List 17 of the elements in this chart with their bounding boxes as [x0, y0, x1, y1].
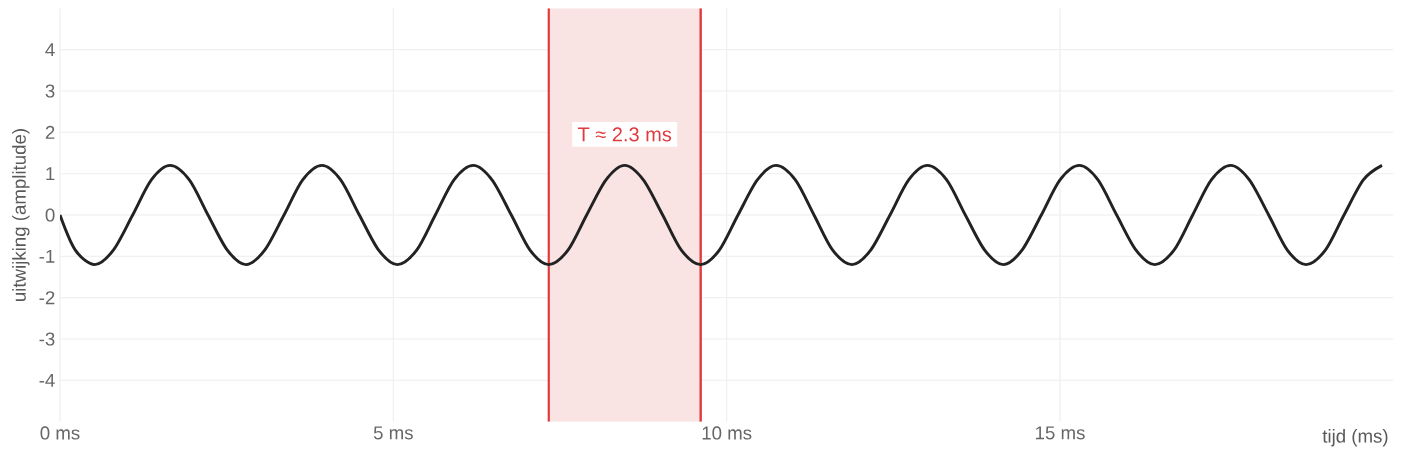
y-tick-label: -4 [39, 373, 55, 387]
y-axis-title: uitwijking (amplitude) [12, 129, 30, 301]
y-tick-label: 1 [46, 167, 55, 181]
y-tick-label: 3 [45, 84, 55, 98]
band-label: T ≈ 2.3 ms [577, 127, 672, 142]
y-tick-label: 4 [45, 43, 55, 57]
x-tick-label: 0 ms [40, 426, 80, 440]
x-axis-title: tijd (ms) [1322, 429, 1388, 447]
y-tick-label: -1 [39, 249, 55, 263]
y-tick-label: 2 [45, 125, 55, 139]
y-tick-label: -2 [39, 291, 55, 305]
y-tick-label: 0 [45, 208, 55, 222]
x-tick-label: 5 ms [373, 426, 413, 440]
y-tick-label: -3 [39, 332, 55, 346]
x-tick-label: 15 ms [1036, 426, 1085, 440]
x-tick-label: 10 ms [702, 426, 752, 440]
line-series [60, 163, 1384, 267]
